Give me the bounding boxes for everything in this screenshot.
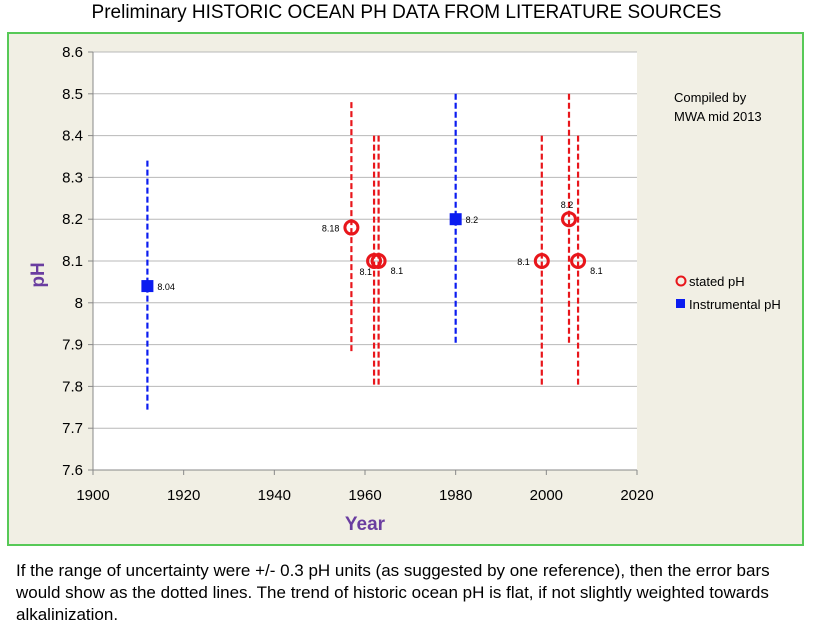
data-label: 8.1 xyxy=(360,267,373,277)
instrumental-point xyxy=(141,280,154,293)
y-tick-label: 7.7 xyxy=(62,420,83,437)
y-tick-label: 8.6 xyxy=(62,44,83,61)
x-tick-label: 1980 xyxy=(439,487,472,504)
compiled-note: MWA mid 2013 xyxy=(674,109,762,124)
y-tick-label: 7.6 xyxy=(62,462,83,479)
caption: If the range of uncertainty were +/- 0.3… xyxy=(16,561,770,624)
stated-point xyxy=(343,219,360,236)
x-tick-label: 1900 xyxy=(76,487,109,504)
page-title: Preliminary HISTORIC OCEAN PH DATA FROM … xyxy=(91,2,722,23)
data-label: 8.1 xyxy=(517,257,530,267)
chart-frame: 7.6 7.7 7.8 7.9 8 8.1 8.2 8.3 8.4 8.5 8.6 1900 1920 1… xyxy=(7,32,804,546)
y-tick-label: 7.8 xyxy=(62,378,83,395)
y-tick-label: 8 xyxy=(75,295,83,312)
x-tick-label: 2000 xyxy=(530,487,563,504)
ph-scatter-chart: 7.6 7.7 7.8 7.9 8 8.1 8.2 8.3 8.4 8.5 8.6 1900 1920 1… xyxy=(28,44,781,535)
x-tick-label: 1920 xyxy=(167,487,200,504)
legend-instrumental-label: Instrumental pH xyxy=(689,297,781,312)
instrumental-point xyxy=(449,213,462,226)
y-tick-label: 7.9 xyxy=(62,337,83,354)
data-label: 8.04 xyxy=(157,282,175,292)
legend-instrumental-marker xyxy=(676,299,685,308)
y-tick-label: 8.2 xyxy=(62,211,83,228)
stated-point xyxy=(561,211,577,228)
y-tick-label: 8.3 xyxy=(62,169,83,186)
y-tick-label: 8.5 xyxy=(62,86,83,103)
x-tick-label: 2020 xyxy=(620,487,653,504)
data-label: 8.2 xyxy=(466,215,479,225)
x-tick-label: 1960 xyxy=(348,487,381,504)
legend-stated-marker xyxy=(675,275,687,287)
data-label: 8.1 xyxy=(391,266,404,276)
data-label: 8.18 xyxy=(322,224,340,234)
legend-stated-label: stated pH xyxy=(689,274,745,289)
stated-point xyxy=(570,253,587,269)
compiled-note: Compiled by xyxy=(674,90,747,105)
data-label: 8.1 xyxy=(590,266,603,276)
stated-point xyxy=(370,253,387,269)
stated-point xyxy=(533,253,550,269)
x-axis-title: Year xyxy=(345,514,386,535)
x-tick-label: 1940 xyxy=(258,487,291,504)
y-tick-label: 8.4 xyxy=(62,128,83,145)
data-label: 8.2 xyxy=(561,200,574,210)
y-axis-title: pH xyxy=(28,262,49,287)
y-tick-label: 8.1 xyxy=(62,253,83,270)
